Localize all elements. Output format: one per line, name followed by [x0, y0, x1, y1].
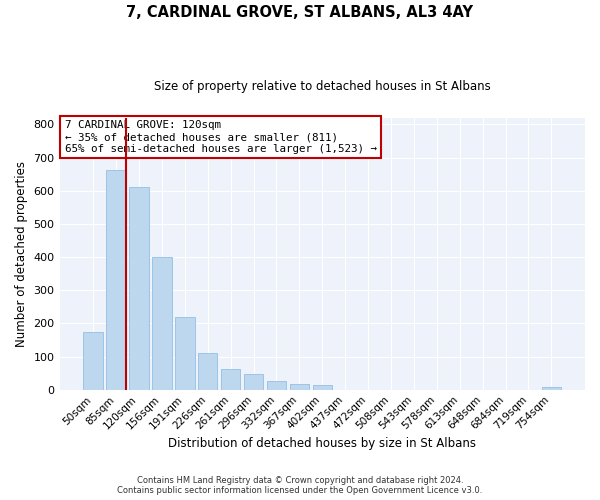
Text: 7 CARDINAL GROVE: 120sqm
← 35% of detached houses are smaller (811)
65% of semi-: 7 CARDINAL GROVE: 120sqm ← 35% of detach… [65, 120, 377, 154]
Text: 7, CARDINAL GROVE, ST ALBANS, AL3 4AY: 7, CARDINAL GROVE, ST ALBANS, AL3 4AY [127, 5, 473, 20]
Bar [129, 188, 149, 390]
Bar [313, 385, 332, 390]
Bar [152, 257, 172, 390]
Title: Size of property relative to detached houses in St Albans: Size of property relative to detached ho… [154, 80, 491, 93]
Bar [175, 317, 194, 390]
Y-axis label: Number of detached properties: Number of detached properties [15, 161, 28, 347]
Bar [244, 374, 263, 390]
Bar [290, 384, 309, 390]
Bar [267, 382, 286, 390]
Bar [106, 170, 126, 390]
Bar [83, 332, 103, 390]
Bar [542, 387, 561, 390]
Bar [198, 353, 217, 390]
Bar [221, 369, 241, 390]
X-axis label: Distribution of detached houses by size in St Albans: Distribution of detached houses by size … [168, 437, 476, 450]
Text: Contains HM Land Registry data © Crown copyright and database right 2024.
Contai: Contains HM Land Registry data © Crown c… [118, 476, 482, 495]
